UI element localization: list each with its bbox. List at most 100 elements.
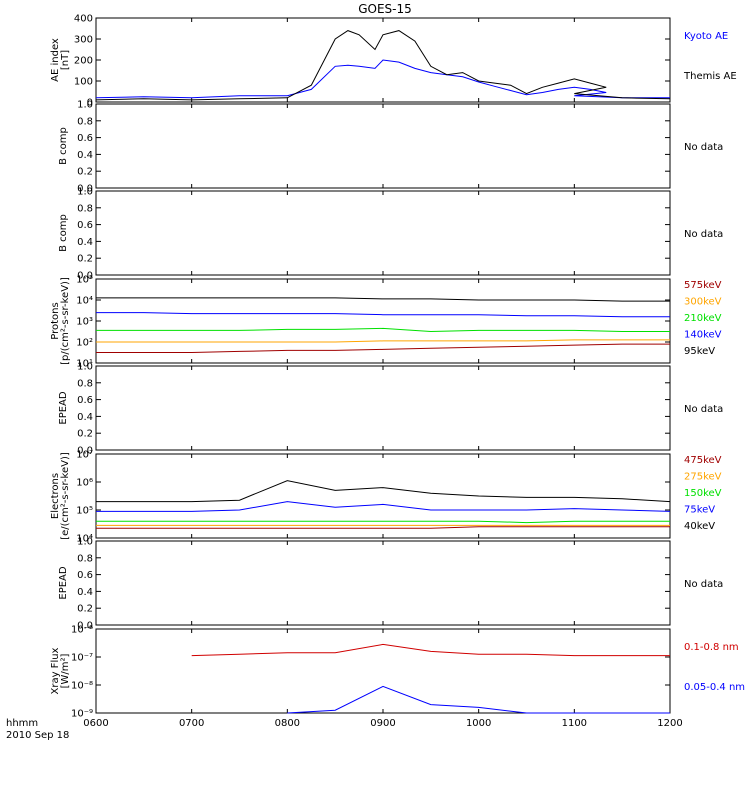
y-tick-label: 0.4	[77, 412, 93, 423]
panel-frame	[95, 190, 671, 276]
footer-time-label: hhmm	[6, 718, 38, 729]
legend-entry: 0.1-0.8 nm	[684, 642, 739, 653]
series-line	[287, 685, 670, 714]
panel-frame	[95, 278, 671, 364]
y-tick-label: 0.2	[77, 254, 93, 265]
series-line	[96, 480, 671, 503]
legend-entry: 475keV	[684, 455, 722, 466]
x-tick-label: 0700	[179, 718, 204, 729]
panel-bcomp2: 0.0 0.2 0.4 0.6 0.8 1.0 B comp No data	[58, 187, 723, 282]
series-line	[96, 526, 670, 529]
legend-entry: 75keV	[684, 505, 715, 516]
y-tick-label: 200	[74, 56, 93, 67]
y-axis-label: AE index	[50, 38, 61, 82]
series-line	[95, 30, 671, 101]
y-axis-label: Xray Flux	[50, 647, 61, 694]
y-tick-label: 10⁻⁹	[71, 709, 93, 720]
no-data-label: No data	[684, 142, 723, 153]
footer-date-label: 2010 Sep 18	[6, 730, 69, 741]
legend-entry: 150keV	[684, 488, 722, 499]
y-tick-label: 0.8	[77, 203, 93, 214]
panel-frame	[95, 628, 671, 714]
y-tick-label: 10⁴	[76, 296, 93, 307]
legend-entry: 0.05-0.4 nm	[684, 682, 745, 693]
y-tick-label: 10²	[76, 338, 93, 349]
legend-entry: 140keV	[684, 330, 722, 341]
no-data-label: No data	[684, 404, 723, 415]
y-tick-label: 0.6	[77, 395, 93, 406]
x-tick-label: 0800	[275, 718, 300, 729]
y-tick-label: 10⁷	[76, 450, 93, 461]
y-tick-label: 0.2	[77, 167, 93, 178]
panel-ae: 0 100 200 300 400 AE index [nT] Kyoto AE Themis …	[50, 14, 737, 109]
no-data-label: No data	[684, 229, 723, 240]
y-tick-label: 0.4	[77, 150, 93, 161]
chart-title: GOES-15	[358, 2, 412, 16]
y-tick-label: 0.6	[77, 133, 93, 144]
y-tick-label: 10³	[76, 317, 93, 328]
y-tick-label: 10⁵	[76, 275, 93, 286]
panel-frame	[95, 103, 671, 189]
panel-bcomp1: 0.0 0.2 0.4 0.6 0.8 1.0 B comp No data	[58, 100, 723, 195]
y-tick-label: 0.4	[77, 237, 93, 248]
legend-entry: Themis AE	[683, 71, 737, 82]
x-tick-label: 1000	[466, 718, 491, 729]
legend-entry: 95keV	[684, 346, 715, 357]
series-line	[96, 343, 670, 353]
series-line	[96, 327, 670, 333]
y-tick-label: 1.0	[77, 537, 93, 548]
legend-entry: 275keV	[684, 472, 722, 483]
y-tick-label: 0	[87, 98, 93, 109]
y-axis-label: [p/(cm²-s-sr-keV)]	[60, 277, 71, 365]
y-axis-label: Electrons	[50, 473, 61, 519]
y-tick-label: 10⁵	[76, 506, 93, 517]
y-tick-label: 300	[74, 35, 93, 46]
legend-entry: 210keV	[684, 313, 722, 324]
y-axis-label: [W/m²]	[60, 653, 71, 688]
series-line	[96, 501, 671, 512]
y-tick-label: 0.8	[77, 116, 93, 127]
y-tick-label: 0.4	[77, 587, 93, 598]
no-data-label: No data	[684, 579, 723, 590]
panel-electrons: 10⁴ 10⁵ 10⁶ 10⁷ Electrons [e/(cm²-s-sr-keV)] 4…	[50, 450, 722, 545]
series-line	[96, 297, 670, 302]
y-tick-label: 10⁻⁷	[71, 653, 93, 664]
y-tick-label: 0.0	[77, 184, 93, 195]
y-tick-label: 0.0	[77, 271, 93, 282]
x-tick-label: 0900	[370, 718, 395, 729]
legend-entry: 300keV	[684, 297, 722, 308]
y-axis-label: [e/(cm²-s-sr-keV)]	[60, 452, 71, 540]
y-axis-label: B comp	[58, 127, 69, 165]
y-tick-label: 0.0	[77, 621, 93, 632]
series-line	[96, 312, 670, 318]
legend-entry: 40keV	[684, 521, 715, 532]
panel-epead1: 0.0 0.2 0.4 0.6 0.8 1.0 EPEAD No data	[58, 362, 723, 457]
y-tick-label: 400	[74, 14, 93, 25]
panel-frame	[95, 540, 671, 626]
y-tick-label: 0.2	[77, 604, 93, 615]
legend-entry: 575keV	[684, 280, 722, 291]
y-axis-label: B comp	[58, 214, 69, 252]
panel-frame	[95, 365, 671, 451]
y-axis-label: Protons	[50, 302, 61, 339]
y-tick-label: 1.0	[77, 362, 93, 373]
y-tick-label: 10⁻⁸	[71, 681, 93, 692]
x-tick-label: 0600	[83, 718, 108, 729]
y-tick-label: 10¹	[76, 359, 93, 370]
legend-entry: Kyoto AE	[684, 31, 728, 42]
y-tick-label: 1.0	[77, 187, 93, 198]
y-tick-label: 100	[74, 77, 93, 88]
y-tick-label: 10⁶	[76, 478, 93, 489]
x-tick-label: 1100	[562, 718, 587, 729]
panel-epead2: 0.0 0.2 0.4 0.6 0.8 1.0 EPEAD No data	[58, 537, 723, 632]
y-axis-label: EPEAD	[58, 566, 69, 600]
x-tick-label: 1200	[657, 718, 682, 729]
y-tick-label: 1.0	[77, 100, 93, 111]
y-axis-label: EPEAD	[58, 391, 69, 425]
y-tick-label: 0.6	[77, 570, 93, 581]
y-axis-label: [nT]	[60, 50, 71, 70]
series-line	[191, 643, 670, 657]
y-tick-label: 0.0	[77, 446, 93, 457]
y-tick-label: 10⁻⁶	[71, 625, 93, 636]
